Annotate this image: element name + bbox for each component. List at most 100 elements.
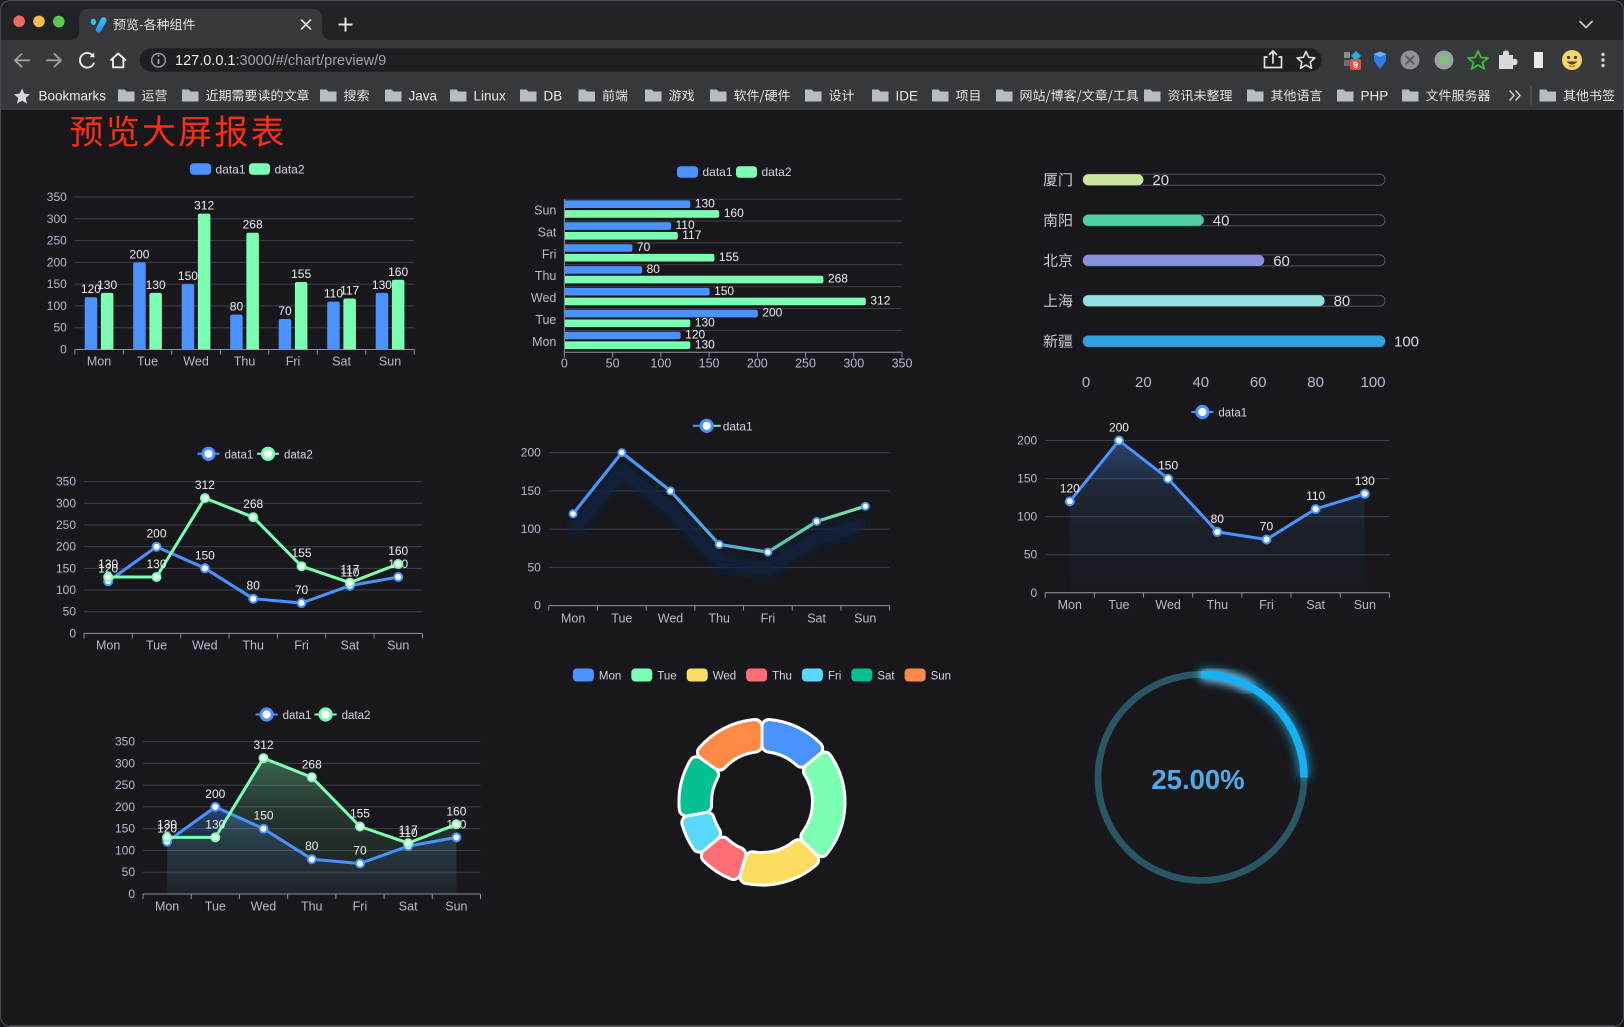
- svg-text:268: 268: [243, 218, 263, 232]
- svg-text:Tue: Tue: [657, 670, 676, 682]
- svg-text:120: 120: [157, 822, 177, 836]
- svg-text:Fri: Fri: [353, 900, 368, 914]
- svg-text:Mon: Mon: [155, 900, 179, 914]
- svg-text:70: 70: [637, 240, 651, 254]
- svg-text:100: 100: [521, 522, 541, 536]
- svg-text:312: 312: [194, 199, 214, 213]
- svg-text:110: 110: [676, 218, 695, 232]
- svg-text:80: 80: [305, 839, 319, 853]
- svg-text:300: 300: [56, 496, 76, 510]
- svg-text:Tue: Tue: [205, 900, 226, 914]
- svg-text:300: 300: [843, 357, 864, 371]
- svg-text:Sun: Sun: [854, 611, 876, 625]
- svg-text:Tue: Tue: [535, 313, 556, 327]
- svg-text:Fri: Fri: [761, 611, 776, 625]
- svg-text:130: 130: [157, 817, 177, 831]
- svg-text:117: 117: [340, 284, 359, 298]
- svg-text:130: 130: [695, 196, 715, 210]
- svg-text:Linux: Linux: [474, 88, 507, 103]
- svg-text:40: 40: [1192, 374, 1209, 391]
- svg-text:350: 350: [115, 735, 135, 749]
- svg-text:Sat: Sat: [399, 900, 418, 914]
- svg-text:80: 80: [1334, 293, 1351, 310]
- svg-text:120: 120: [685, 328, 705, 342]
- svg-text:160: 160: [388, 265, 408, 279]
- svg-text:200: 200: [115, 800, 135, 814]
- svg-text:0: 0: [60, 343, 67, 357]
- svg-text:150: 150: [195, 548, 215, 562]
- svg-text:150: 150: [714, 284, 734, 298]
- svg-text:Sun: Sun: [534, 204, 556, 218]
- svg-text:Mon: Mon: [599, 670, 621, 682]
- svg-text:50: 50: [63, 605, 77, 619]
- svg-text:130: 130: [695, 315, 715, 329]
- svg-text:200: 200: [205, 787, 225, 801]
- svg-text:Thu: Thu: [234, 355, 256, 369]
- svg-text:100: 100: [47, 299, 67, 313]
- svg-text:20: 20: [1135, 374, 1152, 391]
- svg-text:Bookmarks: Bookmarks: [39, 89, 107, 104]
- svg-text:IDE: IDE: [896, 88, 919, 103]
- svg-text:Fri: Fri: [542, 247, 557, 261]
- svg-text:160: 160: [446, 804, 466, 818]
- svg-text:100: 100: [115, 843, 135, 857]
- svg-text:Tue: Tue: [146, 639, 167, 653]
- svg-text:data1: data1: [225, 449, 254, 461]
- svg-text:Sun: Sun: [1354, 598, 1376, 612]
- svg-text:150: 150: [56, 561, 76, 575]
- svg-text:312: 312: [195, 478, 215, 492]
- svg-text:0: 0: [1031, 586, 1038, 600]
- svg-text:268: 268: [243, 497, 263, 511]
- svg-text:Fri: Fri: [286, 355, 301, 369]
- svg-text:150: 150: [47, 277, 67, 291]
- svg-text:130: 130: [146, 278, 166, 292]
- svg-text:Fri: Fri: [294, 639, 309, 653]
- svg-text:25.00%: 25.00%: [1151, 764, 1244, 795]
- svg-text:110: 110: [340, 566, 359, 580]
- svg-text:70: 70: [1260, 519, 1274, 533]
- svg-text:130: 130: [98, 557, 118, 571]
- svg-text:130: 130: [146, 557, 166, 571]
- svg-text:0: 0: [561, 357, 568, 371]
- svg-text:50: 50: [527, 560, 541, 574]
- svg-text:9: 9: [1353, 60, 1358, 70]
- svg-text:130: 130: [695, 337, 715, 351]
- svg-text:50: 50: [122, 865, 136, 879]
- svg-text:160: 160: [724, 206, 744, 220]
- svg-text:155: 155: [719, 250, 739, 264]
- svg-text:Mon: Mon: [532, 335, 556, 349]
- svg-text:data1: data1: [703, 165, 733, 179]
- svg-text:data1: data1: [283, 710, 312, 722]
- svg-text:Mon: Mon: [1058, 598, 1082, 612]
- svg-text:Sun: Sun: [379, 355, 401, 369]
- svg-text:70: 70: [278, 304, 292, 318]
- svg-text:DB: DB: [544, 88, 563, 103]
- svg-text:120: 120: [81, 282, 101, 296]
- svg-text:130: 130: [97, 278, 117, 292]
- svg-text:PHP: PHP: [1361, 88, 1389, 103]
- svg-text:150: 150: [178, 269, 198, 283]
- svg-text:150: 150: [1158, 459, 1178, 473]
- svg-text:130: 130: [372, 278, 392, 292]
- svg-text:300: 300: [47, 212, 67, 226]
- svg-text:200: 200: [521, 446, 541, 460]
- svg-text:200: 200: [47, 255, 67, 269]
- svg-text:200: 200: [146, 527, 166, 541]
- svg-text:250: 250: [795, 357, 816, 371]
- svg-text:0: 0: [534, 599, 541, 613]
- svg-text:data2: data2: [284, 449, 313, 461]
- svg-text:268: 268: [828, 272, 848, 286]
- svg-text:120: 120: [98, 561, 118, 575]
- svg-text:Sun: Sun: [445, 900, 467, 914]
- svg-text:127.0.0.1:3000/#/chart/preview: 127.0.0.1:3000/#/chart/preview/9: [175, 53, 386, 69]
- svg-text:40: 40: [1213, 213, 1230, 230]
- svg-text:Sat: Sat: [538, 225, 557, 239]
- svg-text:350: 350: [56, 475, 76, 489]
- svg-text:data2: data2: [342, 710, 371, 722]
- svg-text:data1: data1: [723, 419, 753, 433]
- svg-text:160: 160: [388, 544, 408, 558]
- svg-text:Sat: Sat: [1306, 598, 1325, 612]
- svg-text:150: 150: [254, 809, 274, 823]
- svg-text:80: 80: [247, 579, 261, 593]
- svg-text:250: 250: [56, 518, 76, 532]
